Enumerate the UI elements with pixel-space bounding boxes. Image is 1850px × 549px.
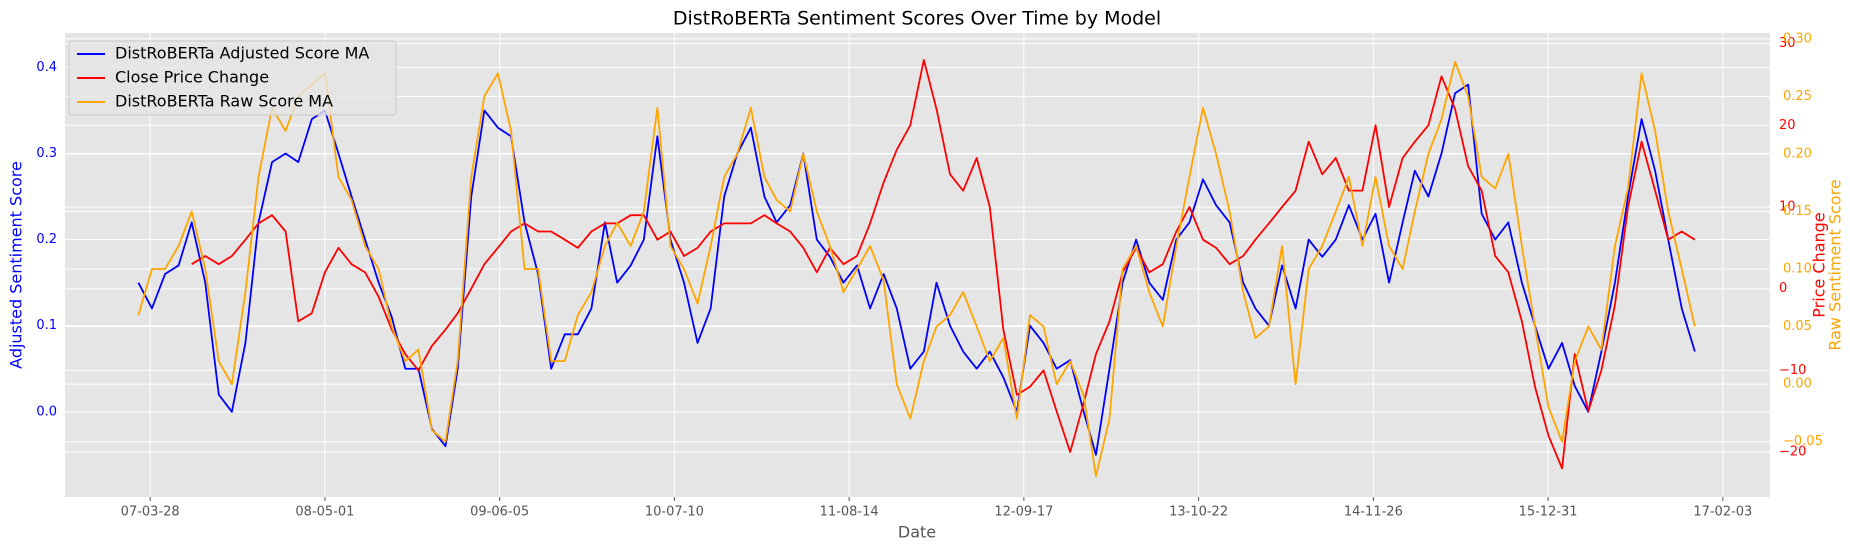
x-tick-label: 08-05-01: [295, 505, 354, 520]
x-tick-label: 07-03-28: [121, 505, 180, 520]
x-tick-label: 15-12-31: [1519, 505, 1578, 520]
y2-tick-label: −10: [1779, 363, 1806, 378]
legend-label: DistRoBERTa Raw Score MA: [115, 92, 333, 111]
y3-tick-label: 0.10: [1783, 262, 1812, 277]
chart-title: DistRoBERTa Sentiment Scores Over Time b…: [673, 8, 1161, 30]
series-line: [137, 60, 1696, 478]
y3-tick-label: 0.15: [1783, 204, 1812, 219]
lines: [137, 59, 1696, 478]
x-tick-label: 14-11-26: [1344, 505, 1403, 520]
series-line: [191, 59, 1696, 470]
y-tick-label: 0.3: [36, 146, 57, 161]
y-tick-label: 0.4: [36, 60, 57, 75]
y-tick-label: 0.0: [36, 404, 57, 419]
x-tick-label: 12-09-17: [994, 505, 1053, 520]
y3-tick-label: 0.00: [1783, 377, 1812, 392]
legend-box: [68, 40, 397, 116]
y-axis-label: Adjusted Sentiment Score: [7, 161, 26, 369]
y2-tick-label: −20: [1779, 445, 1806, 460]
y2-axis-label: Price Change: [1810, 212, 1829, 317]
y-tick-label: 0.1: [36, 318, 57, 333]
y3-tick-label: 0.25: [1783, 89, 1812, 104]
y2-tick-label: 0: [1779, 281, 1787, 296]
x-tick-label: 17-02-03: [1693, 505, 1752, 520]
y2-tick-label: 10: [1779, 200, 1796, 215]
x-axis-label: Date: [898, 523, 936, 542]
y2-tick-label: 20: [1779, 118, 1796, 133]
x-tick-label: 10-07-10: [645, 505, 704, 520]
legend: DistRoBERTa Adjusted Score MA Close Price…: [68, 40, 397, 116]
y3-tick-label: 0.20: [1783, 146, 1812, 161]
y3-tick-label: 0.30: [1783, 31, 1812, 46]
y2-tick-label: 30: [1779, 36, 1796, 51]
y3-tick-label: 0.05: [1783, 319, 1812, 334]
x-tick-label: 13-10-22: [1169, 505, 1228, 520]
x-tick-label: 09-06-05: [470, 505, 529, 520]
x-tick-label: 11-08-14: [820, 505, 879, 520]
y3-tick-label: −0.05: [1783, 434, 1823, 449]
y-tick-label: 0.2: [36, 232, 57, 247]
y3-axis-label: Raw Sentiment Score: [1826, 179, 1845, 350]
legend-label: Close Price Change: [115, 68, 269, 87]
legend-label: DistRoBERTa Adjusted Score MA: [115, 44, 369, 63]
